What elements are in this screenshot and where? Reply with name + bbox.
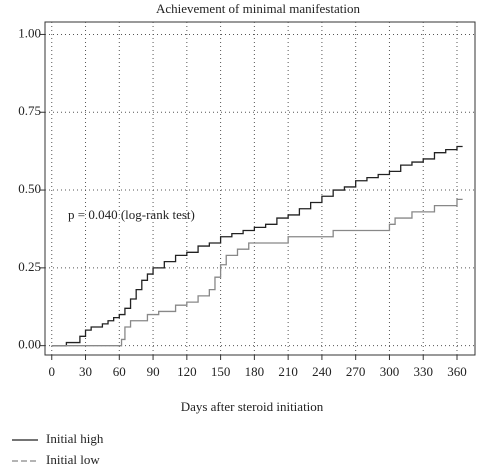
annotation: p = 0.040 (log-rank test) (68, 207, 195, 222)
x-tick-label: 0 (49, 364, 56, 379)
chart-title: Achievement of minimal manifestation (156, 1, 360, 16)
plot-frame (44, 21, 476, 356)
x-tick-label: 90 (147, 364, 160, 379)
x-tick-label: 150 (211, 364, 231, 379)
legend-label: Initial low (46, 452, 100, 467)
x-tick-label: 360 (447, 364, 467, 379)
y-tick-label: 0.75 (18, 103, 41, 118)
x-tick-label: 60 (113, 364, 126, 379)
x-tick-label: 30 (79, 364, 92, 379)
x-axis-label: Days after steroid initiation (181, 399, 324, 414)
y-tick-label: 0.00 (18, 337, 41, 352)
legend-label: Initial high (46, 431, 104, 446)
y-tick-label: 0.25 (18, 259, 41, 274)
x-tick-label: 120 (177, 364, 197, 379)
km-curve (51, 145, 463, 347)
y-tick-label: 0.50 (18, 181, 41, 196)
x-tick-label: 180 (245, 364, 265, 379)
x-tick-label: 270 (346, 364, 366, 379)
y-tick-label: 1.00 (18, 25, 41, 40)
x-tick-label: 210 (278, 364, 298, 379)
km-curve (51, 198, 463, 347)
x-tick-label: 330 (413, 364, 433, 379)
x-tick-label: 240 (312, 364, 332, 379)
x-tick-label: 300 (380, 364, 400, 379)
